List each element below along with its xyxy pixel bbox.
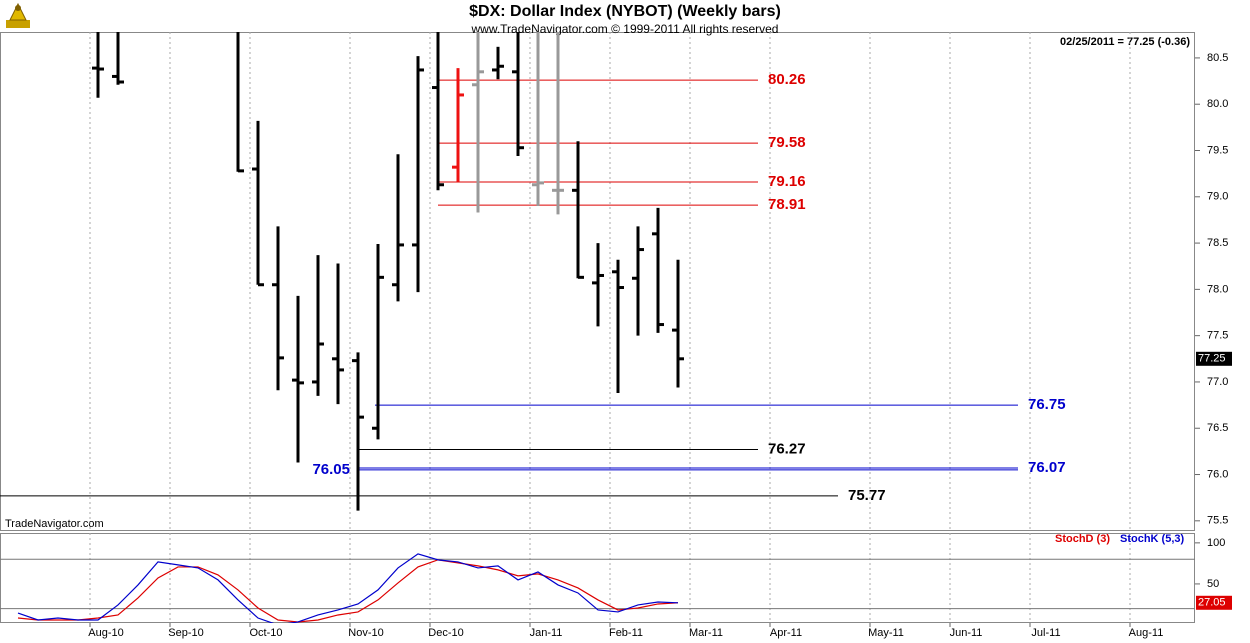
y-tick-label: 80.0: [1207, 98, 1228, 110]
stoch-line: [17, 559, 679, 623]
y-tick-label: 100: [1207, 537, 1225, 549]
y-tick-label: 76.5: [1207, 422, 1228, 434]
price-plot: [0, 32, 1131, 531]
y-tick-label: 50: [1207, 578, 1219, 590]
legend-label: StochD (3): [1055, 533, 1110, 545]
level-label: 76.75: [1028, 396, 1066, 413]
last-value-box: [1196, 351, 1232, 366]
level-label: 80.26: [768, 71, 806, 88]
level-label: 76.27: [768, 440, 806, 457]
x-tick-label: Jun-11: [950, 627, 983, 639]
axes: Aug-10 Sep-10 Oct-10 Nov-10 Dec-10 Jan-11 Feb-…: [88, 52, 1232, 639]
x-tick-label: Mar-11: [689, 627, 723, 639]
y-tick-label: 80.5: [1207, 52, 1228, 64]
level-label: 76.07: [1028, 459, 1066, 476]
x-tick-label: Jan-11: [530, 627, 563, 639]
level-label: 75.77: [848, 487, 886, 504]
y-tick-label: 79.5: [1207, 144, 1228, 156]
x-tick-label: Aug-11: [1129, 627, 1164, 639]
chart-title: $DX: Dollar Index (NYBOT) (Weekly bars): [469, 3, 781, 20]
chart-subtitle: www.TradeNavigator.com © 1999-2011 All r…: [471, 22, 779, 36]
stoch-plot: [0, 533, 1195, 623]
legend-label: StochK (5,3): [1120, 533, 1185, 545]
y-tick-label: 78.5: [1207, 237, 1228, 249]
x-tick-label: Apr-11: [770, 627, 802, 639]
last-value-label: 77.25: [1198, 353, 1226, 365]
level-label: 76.05: [312, 461, 350, 478]
y-tick-label: 75.5: [1207, 515, 1228, 527]
level-label: 78.91: [768, 196, 806, 213]
y-tick-label: 78.0: [1207, 283, 1228, 295]
x-tick-label: Feb-11: [609, 627, 643, 639]
x-tick-label: Dec-10: [428, 627, 463, 639]
y-tick-label: 77.0: [1207, 376, 1228, 388]
last-value-label: 27.05: [1198, 597, 1226, 609]
logo: [6, 2, 30, 28]
x-tick-label: Oct-10: [249, 627, 282, 639]
y-tick-label: 77.5: [1207, 330, 1228, 342]
stoch-line: [17, 553, 679, 623]
level-label: 79.16: [768, 173, 806, 190]
x-tick-label: Aug-10: [88, 627, 123, 639]
x-tick-label: Nov-10: [348, 627, 383, 639]
y-tick-label: 79.0: [1207, 191, 1228, 203]
x-tick-label: Jul-11: [1031, 627, 1060, 639]
stoch-panel-frame: [0, 533, 1195, 623]
y-tick-label: 76.0: [1207, 468, 1228, 480]
last-value-box: [1196, 595, 1232, 610]
header-note: 02/25/2011 = 77.25 (-0.36): [1060, 36, 1190, 48]
x-tick-label: May-11: [868, 627, 904, 639]
watermark: TradeNavigator.com: [5, 518, 104, 530]
x-tick-label: Sep-10: [168, 627, 203, 639]
price-panel-frame: [0, 32, 1195, 531]
level-label: 79.58: [768, 134, 806, 151]
